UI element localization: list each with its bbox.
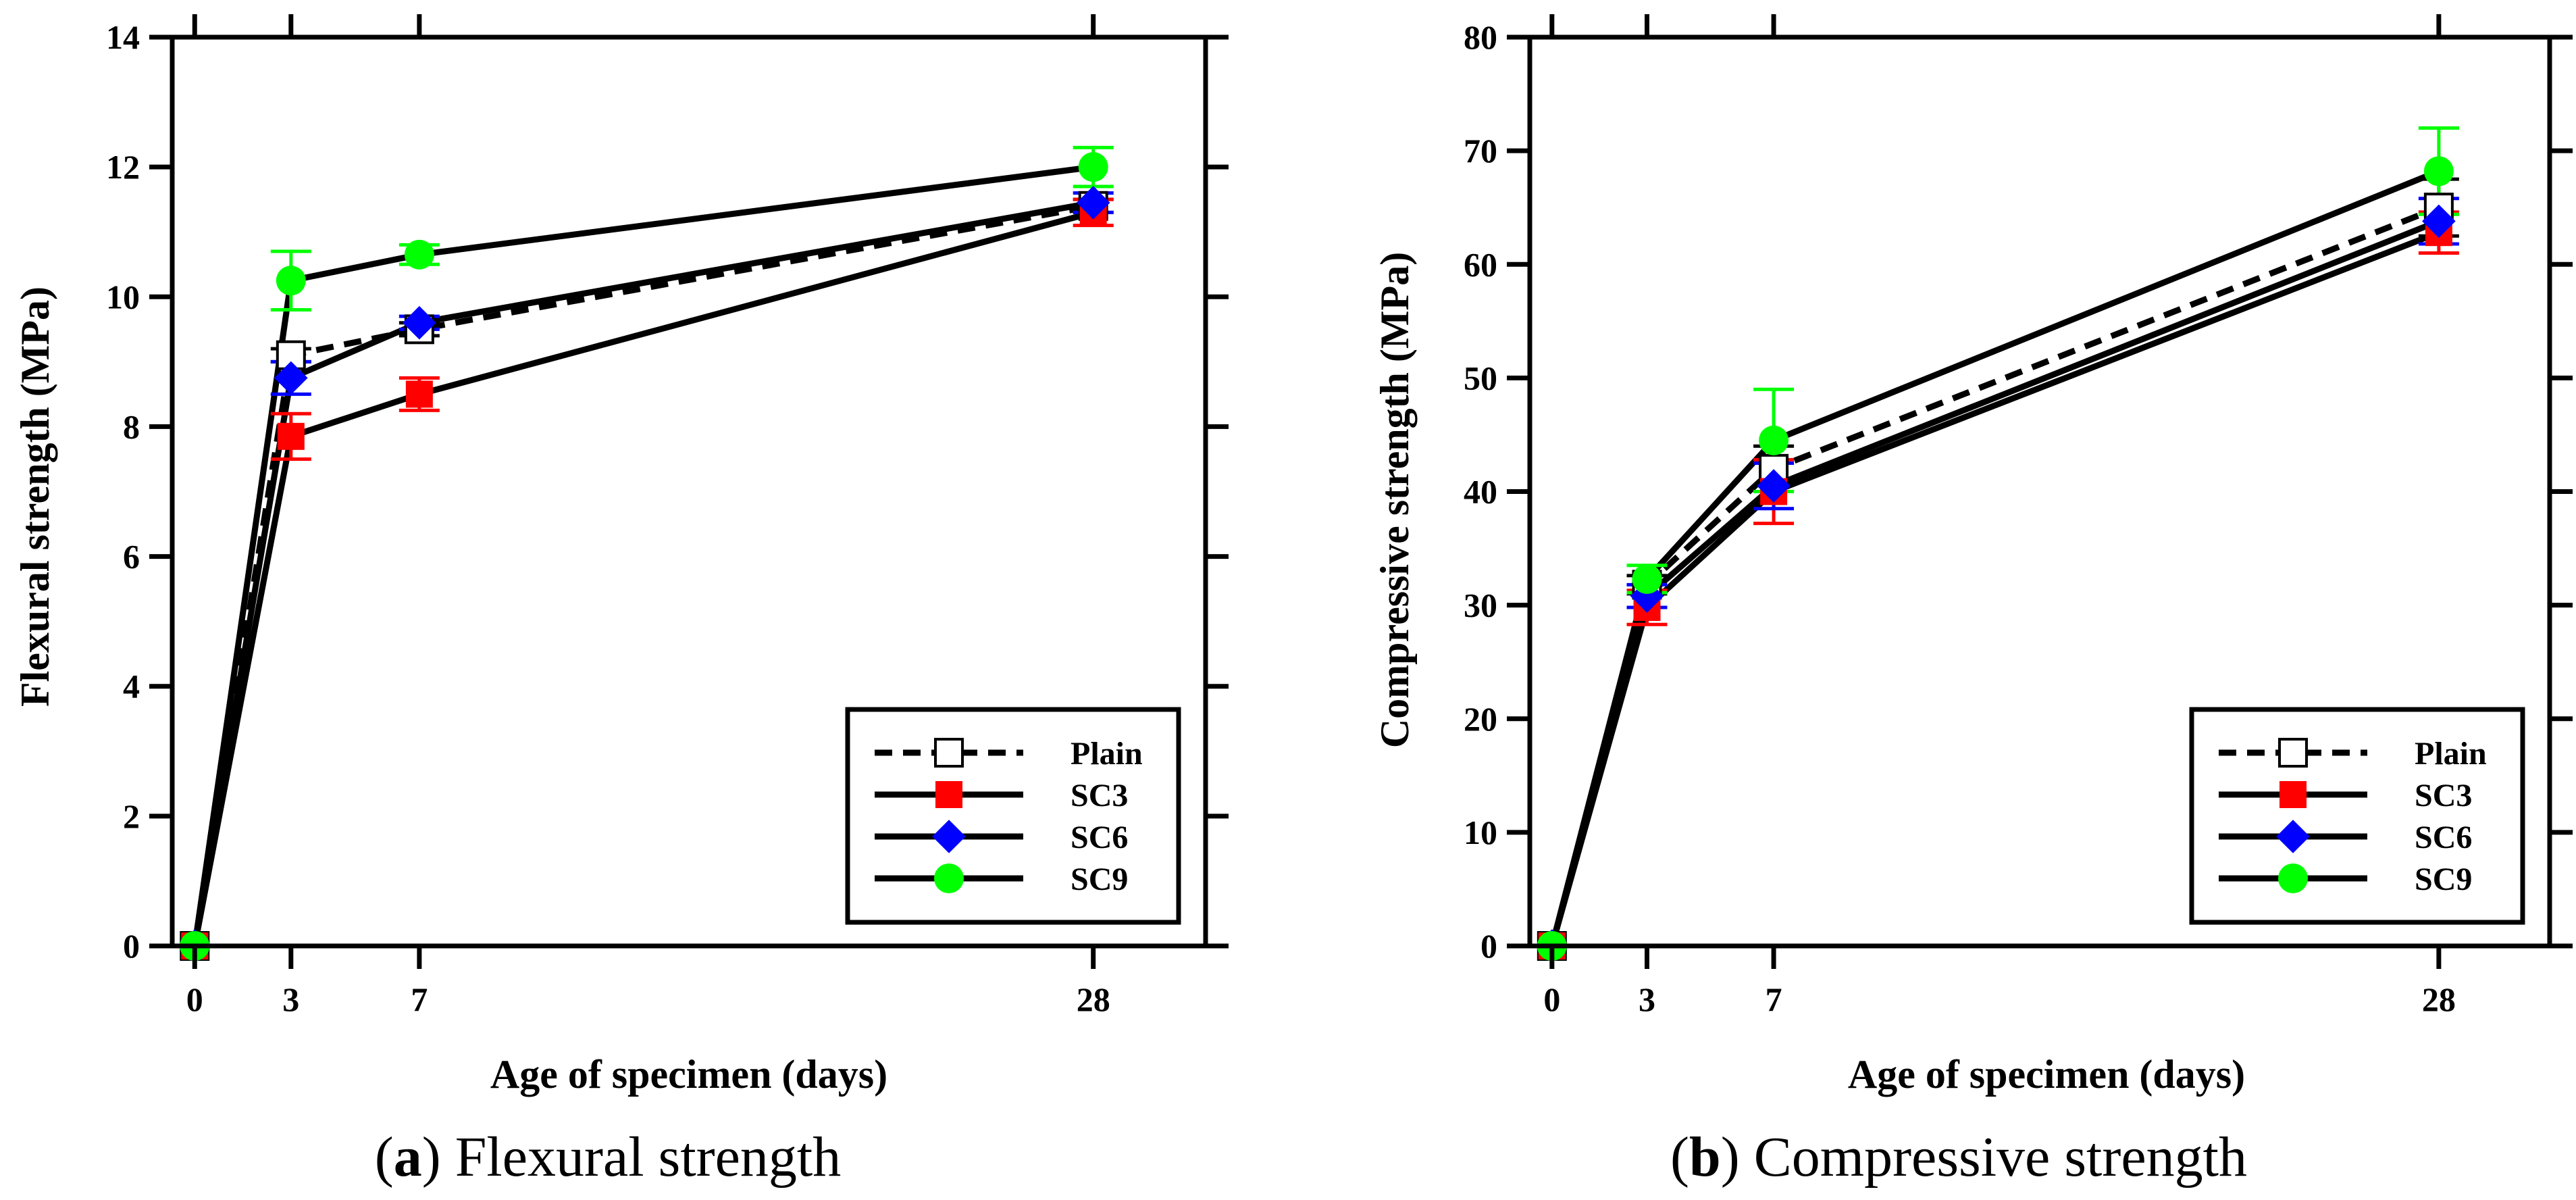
caption-text: Compressive strength xyxy=(1754,1126,2247,1189)
caption-label: a xyxy=(394,1126,422,1189)
x-tick-label: 3 xyxy=(282,980,299,1018)
legend-label-sc9: SC9 xyxy=(2415,861,2472,897)
axes-compressive: 0 10 20 30 40 50 60 70 80 0 3 7 28 xyxy=(1464,14,2573,1018)
data-point-sc6 xyxy=(274,361,308,395)
caption-text: Flexural strength xyxy=(455,1126,842,1189)
y-tick-label: 10 xyxy=(106,278,140,316)
legend-label-sc3: SC3 xyxy=(1071,778,1128,814)
data-point-sc3 xyxy=(277,422,305,450)
x-tick-label: 7 xyxy=(1766,980,1782,1018)
caption-compressive: (b) Compressive strength xyxy=(1670,1126,2247,1189)
legend-label-sc3: SC3 xyxy=(2415,778,2472,814)
legend-marker-plain xyxy=(2278,738,2308,768)
x-tick-label: 0 xyxy=(186,980,203,1018)
y-tick-label: 10 xyxy=(1464,814,1497,851)
data-point-sc9 xyxy=(1632,564,1662,594)
legend-box xyxy=(845,707,1181,925)
y-axis-label: Compressive strength (MPa) xyxy=(1372,252,1417,748)
x-tick-label: 28 xyxy=(1077,980,1110,1018)
x-tick-label: 28 xyxy=(2422,980,2456,1018)
data-point-sc9 xyxy=(1078,152,1108,182)
legend-box xyxy=(2189,707,2525,925)
legend-label-sc9: SC9 xyxy=(1071,861,1128,897)
data-point-sc6 xyxy=(1757,469,1791,503)
y-tick-label: 4 xyxy=(123,668,140,705)
x-tick-label: 0 xyxy=(1543,980,1560,1018)
legend-marker-sc6 xyxy=(932,820,966,853)
y-tick-label: 80 xyxy=(1464,18,1497,56)
data-point-sc6 xyxy=(2422,204,2456,239)
legend-marker-sc3 xyxy=(2279,781,2307,808)
legend-compressive: Plain SC3 SC6 SC9 xyxy=(2189,707,2525,925)
legend-label-sc6: SC6 xyxy=(1071,820,1128,855)
plot-marks-flexural xyxy=(178,145,1114,963)
legend-label-sc6: SC6 xyxy=(2415,820,2472,855)
legend-marker-plain xyxy=(934,738,964,768)
legend-marker-sc9 xyxy=(2278,864,2308,893)
legend-marker-sc9 xyxy=(934,864,964,893)
data-point-sc9 xyxy=(276,266,306,296)
data-point-sc9 xyxy=(404,239,434,270)
x-axis-label: Age of specimen (days) xyxy=(490,1052,887,1097)
x-tick-label: 7 xyxy=(411,980,428,1018)
x-axis-label: Age of specimen (days) xyxy=(1848,1052,2245,1097)
y-tick-label: 20 xyxy=(1464,700,1497,738)
y-tick-label: 12 xyxy=(106,148,140,186)
axes-flexural: 0 2 4 6 8 10 12 14 0 3 7 28 xyxy=(106,14,1229,1018)
caption-flexural: (a) Flexural strength xyxy=(375,1126,842,1189)
plot-marks-compressive xyxy=(1535,126,2459,963)
legend-marker-sc6 xyxy=(2276,820,2310,853)
y-tick-label: 2 xyxy=(123,797,140,835)
series-line-sc9 xyxy=(191,164,1094,947)
y-tick-label: 0 xyxy=(123,927,140,965)
legend-marker-sc3 xyxy=(935,781,962,808)
caption-label: b xyxy=(1689,1126,1721,1189)
y-tick-label: 50 xyxy=(1464,359,1497,397)
data-point-sc6 xyxy=(403,305,436,340)
data-point-sc9 xyxy=(1759,425,1789,455)
x-tick-label: 3 xyxy=(1639,980,1655,1018)
y-tick-label: 60 xyxy=(1464,245,1497,283)
data-point-sc6 xyxy=(1076,186,1110,220)
plot-frame xyxy=(170,34,1208,949)
y-tick-label: 14 xyxy=(106,18,140,56)
y-tick-label: 0 xyxy=(1480,927,1497,965)
y-tick-label: 30 xyxy=(1464,586,1497,624)
legend-label-plain: Plain xyxy=(2415,736,2487,772)
legend-label-plain: Plain xyxy=(1071,736,1143,772)
y-tick-label: 40 xyxy=(1464,473,1497,511)
panel-compressive: 0 10 20 30 40 50 60 70 80 0 3 7 28 Age of specimen (… xyxy=(1372,14,2573,1189)
y-tick-label: 8 xyxy=(123,407,140,445)
data-point-sc9 xyxy=(2423,156,2454,186)
y-tick-label: 6 xyxy=(123,538,140,576)
y-tick-label: 70 xyxy=(1464,132,1497,170)
series-line-sc3 xyxy=(191,209,1094,947)
y-axis-label: Flexural strength (MPa) xyxy=(13,286,57,707)
legend-flexural: Plain SC3 SC6 SC9 xyxy=(845,707,1181,925)
data-point-sc3 xyxy=(405,380,433,408)
series-line-sc6 xyxy=(191,199,1094,947)
series-line-sc9 xyxy=(1549,168,2440,947)
